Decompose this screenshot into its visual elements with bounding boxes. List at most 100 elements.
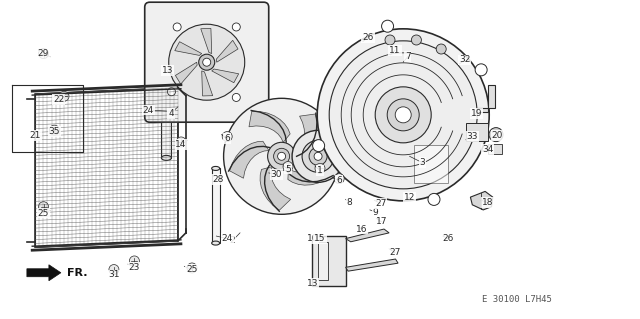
Text: 24: 24 xyxy=(143,106,154,115)
Text: 11: 11 xyxy=(389,46,401,55)
Polygon shape xyxy=(175,62,197,84)
Text: 15: 15 xyxy=(314,234,326,243)
Polygon shape xyxy=(477,85,495,112)
Polygon shape xyxy=(230,141,269,178)
Circle shape xyxy=(203,58,211,66)
Polygon shape xyxy=(346,229,389,242)
Polygon shape xyxy=(35,88,178,247)
Bar xyxy=(466,123,488,141)
Text: 17: 17 xyxy=(376,217,387,226)
Circle shape xyxy=(314,152,322,160)
Text: 22: 22 xyxy=(53,95,65,104)
Text: 1: 1 xyxy=(317,166,323,175)
Ellipse shape xyxy=(212,167,220,170)
Polygon shape xyxy=(295,114,318,158)
Text: 6: 6 xyxy=(225,134,230,143)
Bar xyxy=(488,144,502,154)
Ellipse shape xyxy=(161,155,172,160)
Polygon shape xyxy=(346,259,398,271)
Polygon shape xyxy=(260,167,291,210)
Text: 28: 28 xyxy=(212,175,223,184)
Circle shape xyxy=(436,44,446,54)
Text: 34: 34 xyxy=(482,145,493,154)
Ellipse shape xyxy=(161,71,172,77)
Circle shape xyxy=(312,140,324,152)
Circle shape xyxy=(385,35,395,45)
Polygon shape xyxy=(175,42,202,56)
Polygon shape xyxy=(470,191,493,210)
Text: 7: 7 xyxy=(405,52,410,61)
Text: 5: 5 xyxy=(285,165,291,174)
Circle shape xyxy=(109,264,119,275)
Text: 8: 8 xyxy=(347,198,352,207)
Circle shape xyxy=(176,137,186,147)
Text: 29: 29 xyxy=(38,49,49,58)
Text: 31: 31 xyxy=(108,271,120,279)
Circle shape xyxy=(396,107,412,123)
Text: 33: 33 xyxy=(467,132,478,141)
Text: 9: 9 xyxy=(373,208,378,217)
Text: 18: 18 xyxy=(482,198,493,207)
Text: 10: 10 xyxy=(307,234,318,243)
Text: 25: 25 xyxy=(38,209,49,218)
Circle shape xyxy=(198,54,215,70)
Bar xyxy=(318,242,328,279)
Text: 21: 21 xyxy=(29,131,41,140)
Text: 35: 35 xyxy=(49,127,60,136)
Circle shape xyxy=(232,23,240,31)
Polygon shape xyxy=(288,161,332,185)
Text: 13: 13 xyxy=(307,279,318,288)
Text: 16: 16 xyxy=(356,225,367,234)
Text: 26: 26 xyxy=(362,33,374,42)
Circle shape xyxy=(222,131,232,142)
Circle shape xyxy=(278,152,285,160)
Circle shape xyxy=(268,142,296,170)
Bar xyxy=(312,236,346,286)
Circle shape xyxy=(309,147,327,165)
Circle shape xyxy=(315,163,325,174)
Circle shape xyxy=(475,64,487,76)
Text: 6: 6 xyxy=(337,176,342,185)
Circle shape xyxy=(187,263,197,273)
Text: 32: 32 xyxy=(459,56,470,64)
Circle shape xyxy=(302,140,334,172)
Text: 4: 4 xyxy=(168,109,173,118)
Polygon shape xyxy=(414,145,448,183)
Circle shape xyxy=(375,87,431,143)
Circle shape xyxy=(412,35,421,45)
FancyBboxPatch shape xyxy=(145,2,269,122)
Circle shape xyxy=(283,161,293,172)
Text: 2: 2 xyxy=(230,236,235,245)
Text: 20: 20 xyxy=(492,131,503,140)
Text: 12: 12 xyxy=(404,193,415,202)
Bar xyxy=(161,74,172,158)
Circle shape xyxy=(168,88,175,96)
Text: 13: 13 xyxy=(162,66,173,75)
Polygon shape xyxy=(216,40,238,62)
Bar xyxy=(212,168,220,243)
Text: 24: 24 xyxy=(221,234,233,243)
Polygon shape xyxy=(202,71,212,96)
Circle shape xyxy=(428,193,440,205)
Polygon shape xyxy=(27,265,61,281)
Circle shape xyxy=(38,202,49,212)
Circle shape xyxy=(59,91,69,101)
Polygon shape xyxy=(201,28,212,54)
Circle shape xyxy=(129,256,140,266)
Circle shape xyxy=(489,128,503,142)
Text: 26: 26 xyxy=(442,234,454,243)
Text: 27: 27 xyxy=(389,248,401,257)
Text: 25: 25 xyxy=(186,265,198,274)
Text: E 30100 L7H45: E 30100 L7H45 xyxy=(482,295,552,304)
Circle shape xyxy=(329,41,477,189)
Circle shape xyxy=(381,20,394,32)
Circle shape xyxy=(334,174,344,184)
Circle shape xyxy=(232,93,240,101)
Text: 23: 23 xyxy=(129,263,140,272)
Circle shape xyxy=(173,23,181,31)
Polygon shape xyxy=(249,111,290,142)
Text: 19: 19 xyxy=(471,109,483,118)
Text: 27: 27 xyxy=(375,199,387,208)
Text: 3: 3 xyxy=(420,158,425,167)
Circle shape xyxy=(49,125,60,135)
